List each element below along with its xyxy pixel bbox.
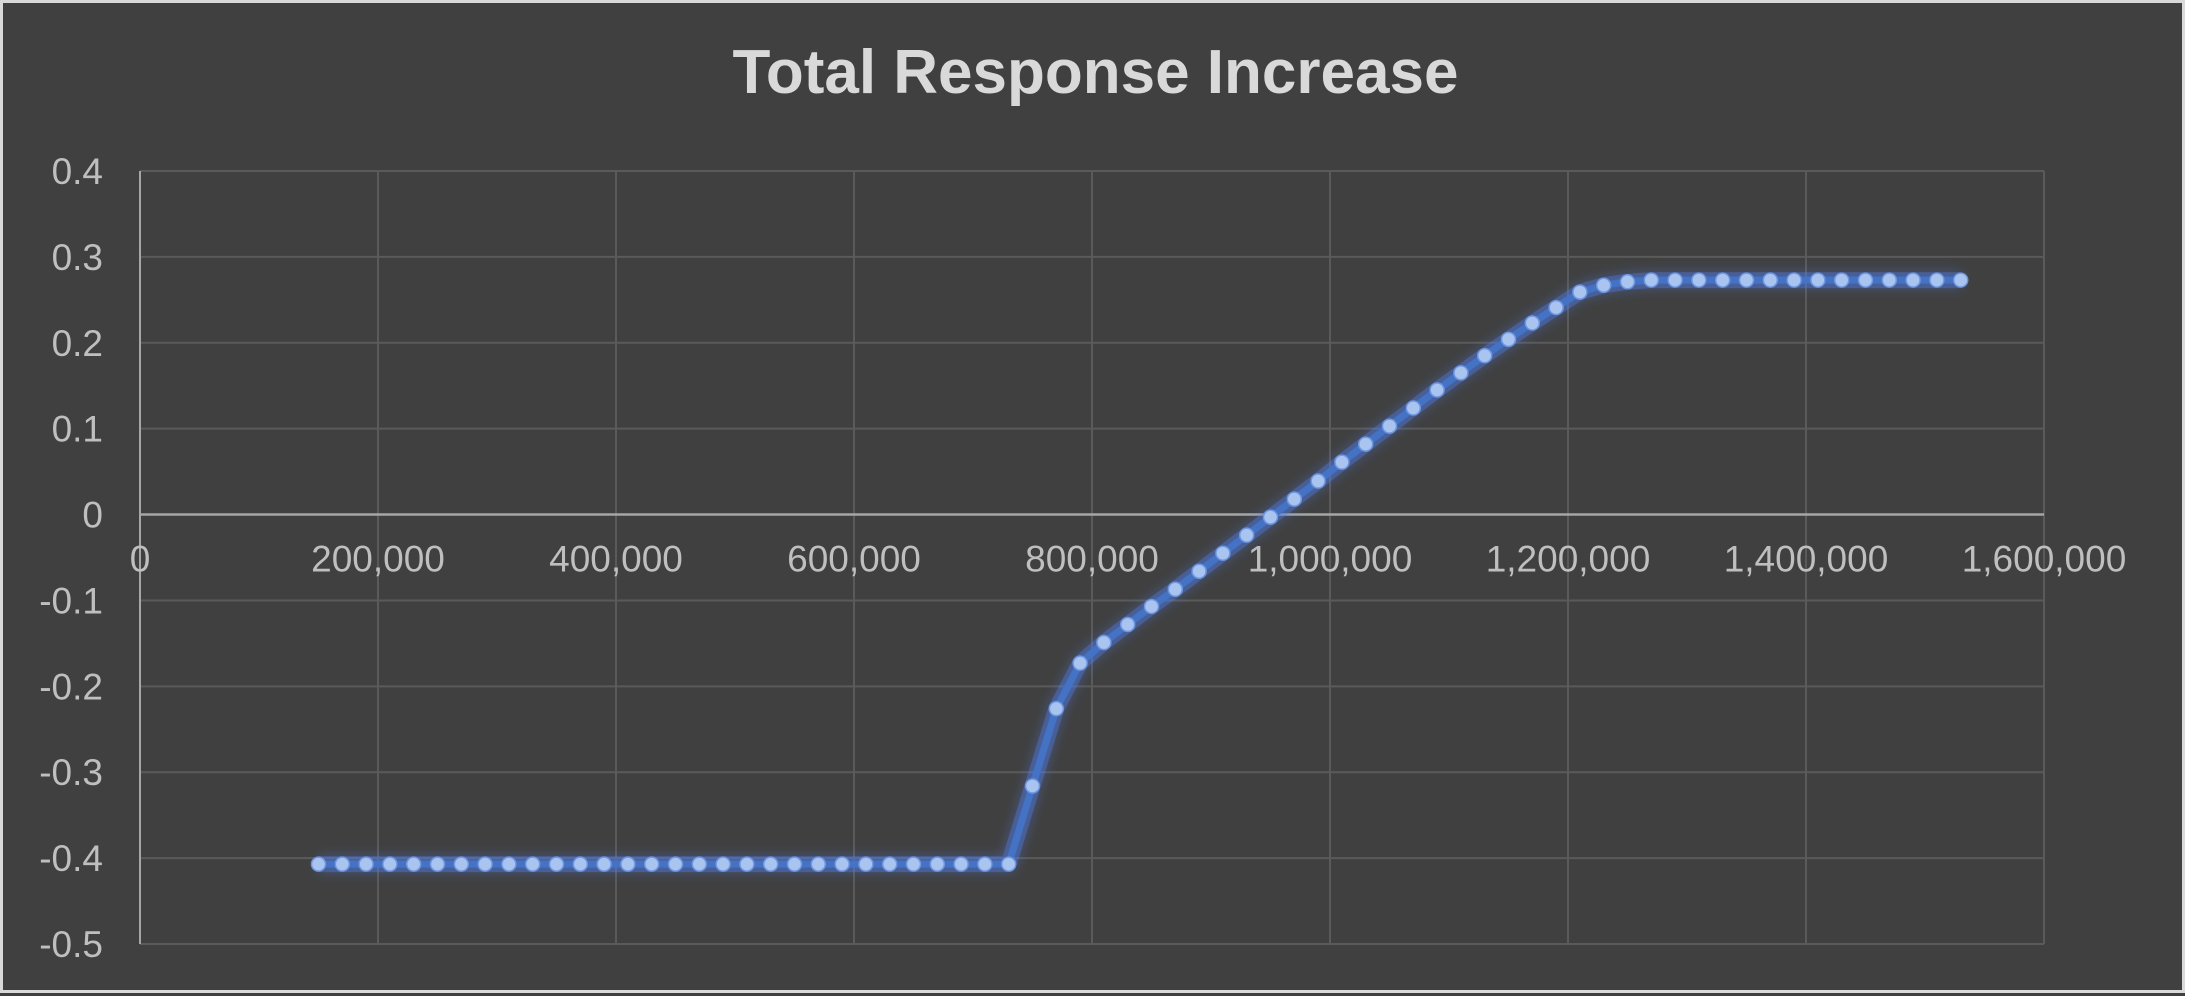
x-tick-label: 600,000 xyxy=(787,539,921,580)
data-point xyxy=(1429,382,1445,398)
data-point xyxy=(524,856,541,872)
data-point xyxy=(953,856,969,872)
y-tick-label: -0.1 xyxy=(39,580,103,621)
data-point xyxy=(453,856,470,872)
data-point xyxy=(1191,563,1207,579)
y-tick-label: -0.5 xyxy=(39,924,103,965)
data-point xyxy=(1000,856,1017,872)
data-point xyxy=(858,856,874,872)
y-tick-label: -0.4 xyxy=(39,838,103,879)
data-point xyxy=(786,856,803,872)
data-point xyxy=(643,856,660,872)
data-point xyxy=(1857,272,1874,288)
data-point xyxy=(834,856,850,872)
x-tick-label: 800,000 xyxy=(1025,539,1159,580)
y-tick-label: 0.1 xyxy=(52,409,103,450)
data-point xyxy=(1238,527,1255,543)
tick-labels: 0.4 0.3 0.2 0.1 0 -0.1 -0.2 -0.3 -0.4 -0.5 0 200,00… xyxy=(39,151,2126,965)
data-point xyxy=(1762,272,1779,288)
data-point xyxy=(929,856,946,872)
data-point xyxy=(1072,655,1088,671)
data-point xyxy=(881,856,898,872)
data-point xyxy=(1262,509,1279,525)
data-point xyxy=(1548,299,1564,316)
data-point xyxy=(1786,272,1802,288)
y-tick-label: -0.3 xyxy=(39,752,103,793)
data-point xyxy=(1215,545,1231,561)
data-point xyxy=(1381,418,1398,434)
data-series xyxy=(310,272,1969,873)
data-point xyxy=(1096,634,1112,651)
data-point xyxy=(1643,272,1660,288)
data-point xyxy=(1334,454,1350,470)
axes xyxy=(139,171,2044,944)
x-tick-label: 400,000 xyxy=(549,539,683,580)
data-point xyxy=(1143,598,1160,615)
data-point xyxy=(691,856,708,872)
data-point xyxy=(1929,272,1945,288)
chart-title: Total Response Increase xyxy=(732,38,1459,107)
data-point xyxy=(739,856,755,872)
x-tick-label: 1,400,000 xyxy=(1724,539,1889,580)
data-point xyxy=(905,856,922,872)
data-point xyxy=(1810,272,1826,288)
data-point xyxy=(572,856,589,872)
data-point xyxy=(1119,616,1136,633)
data-point xyxy=(1024,778,1041,794)
y-tick-label: 0.2 xyxy=(52,323,103,364)
data-point xyxy=(1310,473,1326,489)
x-tick-label: 1,200,000 xyxy=(1486,539,1651,580)
data-point xyxy=(1714,272,1731,288)
y-tick-label: -0.2 xyxy=(39,666,103,707)
x-tick-label: 1,000,000 xyxy=(1248,539,1413,580)
x-tick-label: 1,600,000 xyxy=(1962,539,2127,580)
data-point xyxy=(1405,400,1422,416)
data-point xyxy=(1738,272,1755,288)
data-point xyxy=(1286,491,1303,507)
data-point xyxy=(1167,581,1184,598)
data-point xyxy=(1619,274,1636,290)
data-point xyxy=(1667,272,1683,288)
y-tick-label: 0.3 xyxy=(52,237,103,278)
data-point xyxy=(1524,315,1541,331)
series-line xyxy=(315,276,1965,868)
data-point xyxy=(810,856,827,872)
data-point xyxy=(762,856,779,872)
data-point xyxy=(501,856,517,872)
data-point xyxy=(382,856,398,872)
data-point xyxy=(1595,277,1612,293)
data-point xyxy=(358,856,374,872)
y-tick-label: 0.4 xyxy=(52,151,103,192)
y-tick-label: 0 xyxy=(82,495,103,536)
data-point xyxy=(596,856,612,872)
line-chart: 0.4 0.3 0.2 0.1 0 -0.1 -0.2 -0.3 -0.4 -0.5 0 200,00… xyxy=(39,151,2126,965)
data-point xyxy=(1048,700,1065,717)
data-point xyxy=(1952,272,1969,288)
data-point xyxy=(1691,272,1707,288)
data-point xyxy=(1453,365,1469,381)
data-point xyxy=(477,856,493,872)
data-point xyxy=(620,856,636,872)
data-point xyxy=(334,856,351,872)
data-point xyxy=(977,856,993,872)
data-point xyxy=(715,856,731,872)
x-tick-label: 0 xyxy=(130,539,151,580)
data-point xyxy=(405,856,422,872)
x-tick-label: 200,000 xyxy=(311,539,445,580)
data-point xyxy=(1833,272,1850,288)
data-point xyxy=(667,856,684,872)
data-point xyxy=(1572,284,1588,300)
data-point xyxy=(429,856,446,872)
data-point xyxy=(1476,347,1493,364)
data-point xyxy=(1357,436,1374,452)
data-point xyxy=(1905,272,1921,288)
data-point xyxy=(548,856,565,872)
data-point xyxy=(1500,331,1517,348)
data-point xyxy=(310,856,327,872)
data-point xyxy=(1881,272,1898,288)
